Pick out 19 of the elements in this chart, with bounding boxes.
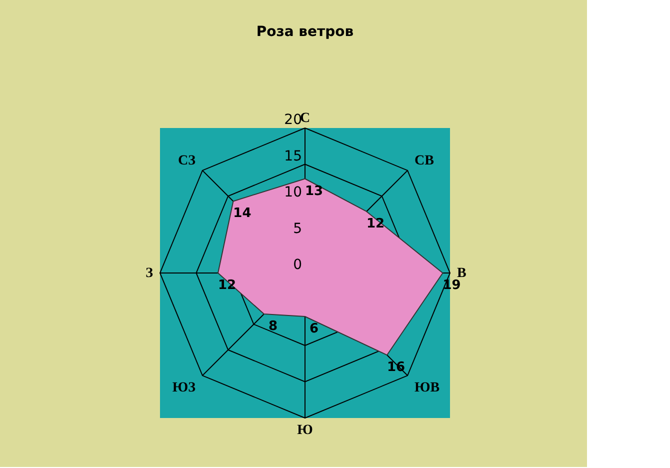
y-tick-label: 15 [284, 148, 302, 164]
data-label: 12 [366, 216, 385, 232]
data-label: 8 [268, 319, 278, 334]
spoke-label: СВ [414, 153, 434, 168]
spoke-label: В [457, 266, 466, 281]
data-label: 6 [309, 322, 319, 336]
y-tick-label: 5 [293, 220, 302, 237]
spoke-label: ЮВ [414, 380, 440, 396]
data-label: 14 [233, 206, 252, 222]
spoke-label: ЮЗ [172, 380, 196, 396]
y-tick-label: 20 [284, 112, 302, 128]
data-label: 13 [304, 184, 324, 199]
y-tick-label: 0 [293, 257, 302, 273]
spoke-label: С [300, 111, 310, 126]
y-tick-label: 10 [284, 184, 302, 200]
spoke-label: СЗ [178, 153, 196, 168]
spoke-label: З [146, 266, 153, 281]
chart-title: Роза ветров [256, 24, 354, 40]
spoke-label: Ю [297, 423, 314, 438]
